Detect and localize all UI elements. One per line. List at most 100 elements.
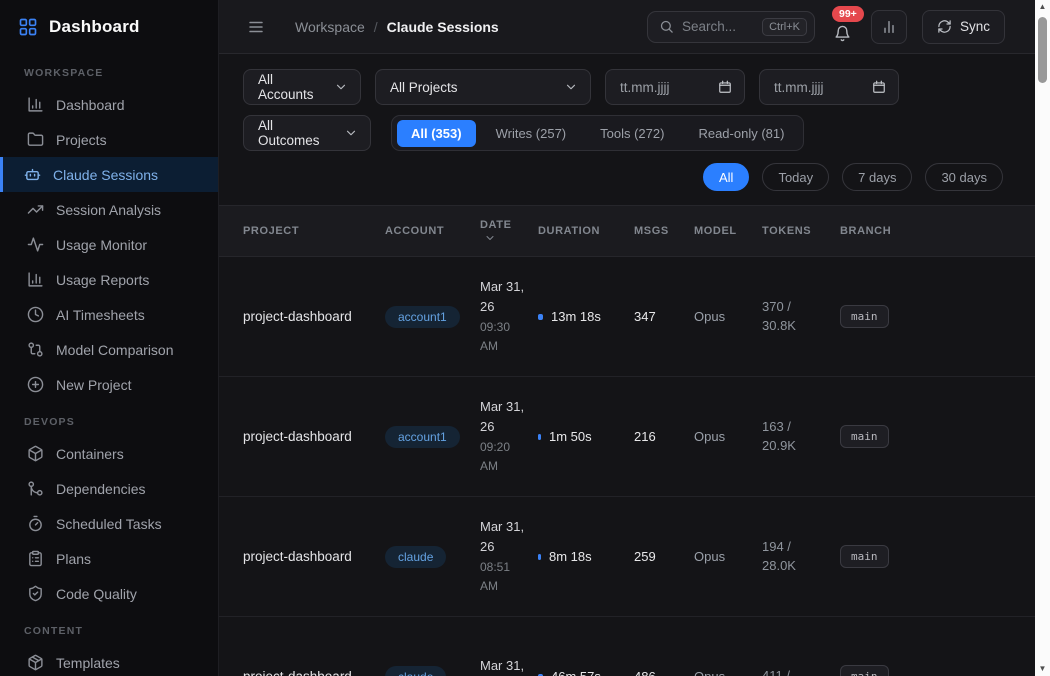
table-header-row: PROJECT ACCOUNT DATE DURATION MSGS MODEL… — [219, 205, 1050, 257]
sidebar-item-plans[interactable]: Plans — [0, 541, 218, 576]
date-from-input[interactable]: tt.mm.jjjj — [605, 69, 745, 105]
filters-row-2: All Outcomes All (353) Writes (257) Tool… — [219, 115, 1050, 151]
clock-icon — [27, 306, 44, 323]
branch-cell: main — [840, 545, 1026, 568]
column-header-model[interactable]: MODEL — [694, 225, 737, 237]
column-header-tokens[interactable]: TOKENS — [762, 225, 812, 237]
time-range-pills: All Today 7 days 30 days — [219, 163, 1050, 191]
tab-all[interactable]: All (353) — [397, 119, 476, 147]
tab-read-only[interactable]: Read-only (81) — [684, 120, 798, 147]
date-value: Mar 31, 26 — [480, 519, 525, 554]
trending-up-icon — [27, 201, 44, 218]
model-cell: Opus — [694, 309, 726, 324]
git-merge-icon — [27, 480, 44, 497]
column-header-date-label: DATE — [480, 218, 512, 231]
sidebar-item-dashboard[interactable]: Dashboard — [0, 87, 218, 122]
sync-button[interactable]: Sync — [921, 9, 1005, 44]
accounts-select[interactable]: All Accounts — [243, 69, 361, 105]
column-header-msgs[interactable]: MSGS — [634, 225, 669, 237]
projects-select[interactable]: All Projects — [375, 69, 591, 105]
sidebar-item-templates[interactable]: Templates — [0, 645, 218, 676]
app-logo[interactable]: Dashboard — [0, 0, 218, 53]
time-value: 09:20 AM — [480, 440, 511, 473]
bell-icon — [834, 25, 851, 42]
breadcrumb-parent[interactable]: Workspace — [295, 18, 365, 35]
package-icon — [27, 654, 44, 671]
sidebar-item-scheduled-tasks[interactable]: Scheduled Tasks — [0, 506, 218, 541]
branch-cell: main — [840, 665, 1026, 676]
calendar-icon[interactable] — [718, 80, 732, 94]
chevron-down-icon — [334, 80, 348, 94]
account-cell: account1 — [385, 305, 480, 328]
shield-check-icon — [27, 585, 44, 602]
msgs-cell: 486 — [634, 669, 694, 676]
msgs-cell: 216 — [634, 429, 656, 444]
sidebar-item-ai-timesheets[interactable]: AI Timesheets — [0, 297, 218, 332]
stats-button[interactable] — [870, 9, 907, 44]
column-header-date[interactable]: DATE — [480, 219, 538, 244]
notifications-button[interactable]: 99+ — [830, 5, 864, 42]
account-badge: account1 — [385, 305, 460, 328]
chevron-down-icon — [344, 126, 358, 140]
search-input[interactable] — [681, 19, 755, 34]
tab-writes[interactable]: Writes (257) — [482, 120, 581, 147]
table-row[interactable]: project-dashboard claude Mar 31, 26 08:5… — [219, 497, 1050, 617]
scroll-down-icon[interactable]: ▼ — [1038, 664, 1047, 673]
sync-label: Sync — [959, 19, 990, 34]
table-row[interactable]: project-dashboard account1 Mar 31, 26 09… — [219, 377, 1050, 497]
breadcrumb-current: Claude Sessions — [386, 18, 499, 35]
box-icon — [27, 445, 44, 462]
sidebar-item-code-quality[interactable]: Code Quality — [0, 576, 218, 611]
menu-toggle-button[interactable] — [243, 14, 269, 40]
column-header-duration[interactable]: DURATION — [538, 225, 601, 237]
date-cell: Mar 31, 26 09:30 AM — [480, 277, 526, 355]
scrollbar-thumb[interactable] — [1038, 17, 1047, 83]
tokens-cell: 411 / — [762, 668, 790, 676]
table-row[interactable]: project-dashboard claude Mar 31, 26 46m … — [219, 617, 1050, 676]
date-to-input[interactable]: tt.mm.jjjj — [759, 69, 899, 105]
calendar-icon[interactable] — [872, 80, 886, 94]
sidebar-item-label: Usage Monitor — [56, 236, 148, 253]
time-range-today[interactable]: Today — [762, 163, 830, 191]
folder-icon — [27, 131, 44, 148]
search-shortcut-badge: Ctrl+K — [762, 17, 807, 36]
sidebar-item-label: Scheduled Tasks — [56, 515, 162, 532]
branch-badge: main — [840, 305, 889, 328]
column-header-branch[interactable]: BRANCH — [840, 225, 892, 237]
column-header-project[interactable]: PROJECT — [243, 225, 300, 237]
sidebar-item-usage-monitor[interactable]: Usage Monitor — [0, 227, 218, 262]
sidebar-item-new-project[interactable]: New Project — [0, 367, 218, 402]
sidebar-item-label: Dashboard — [56, 96, 125, 113]
sidebar-item-session-analysis[interactable]: Session Analysis — [0, 192, 218, 227]
sidebar-item-dependencies[interactable]: Dependencies — [0, 471, 218, 506]
sidebar-item-model-comparison[interactable]: Model Comparison — [0, 332, 218, 367]
time-range-7-days[interactable]: 7 days — [842, 163, 913, 191]
column-header-account[interactable]: ACCOUNT — [385, 225, 445, 237]
outcomes-select-value: All Outcomes — [258, 118, 320, 148]
tab-tools[interactable]: Tools (272) — [586, 120, 678, 147]
date-value: Mar 31, 26 — [480, 399, 525, 434]
table-row[interactable]: project-dashboard account1 Mar 31, 26 09… — [219, 257, 1050, 377]
clipboard-icon — [27, 550, 44, 567]
sidebar-item-label: Code Quality — [56, 585, 137, 602]
refresh-icon — [937, 19, 952, 34]
duration-cell: 1m 50s — [538, 429, 634, 444]
time-range-all[interactable]: All — [702, 163, 750, 191]
sidebar-item-usage-reports[interactable]: Usage Reports — [0, 262, 218, 297]
time-range-30-days[interactable]: 30 days — [925, 163, 1003, 191]
duration-cell: 8m 18s — [538, 549, 634, 564]
sidebar-item-projects[interactable]: Projects — [0, 122, 218, 157]
branch-cell: main — [840, 305, 1026, 328]
bar-chart-icon — [27, 96, 44, 113]
bar-chart-icon — [27, 271, 44, 288]
page-scrollbar[interactable]: ▲ ▼ — [1035, 0, 1050, 676]
sidebar-item-containers[interactable]: Containers — [0, 436, 218, 471]
duration-cell: 13m 18s — [538, 309, 634, 324]
search-box[interactable]: Ctrl+K — [646, 10, 815, 43]
scroll-up-icon[interactable]: ▲ — [1038, 2, 1047, 11]
sidebar-item-claude-sessions[interactable]: Claude Sessions — [0, 157, 218, 192]
project-cell: project-dashboard — [243, 429, 352, 444]
section-label-workspace: WORKSPACE — [24, 67, 104, 79]
date-to-placeholder: tt.mm.jjjj — [774, 79, 824, 95]
outcomes-select[interactable]: All Outcomes — [243, 115, 371, 151]
